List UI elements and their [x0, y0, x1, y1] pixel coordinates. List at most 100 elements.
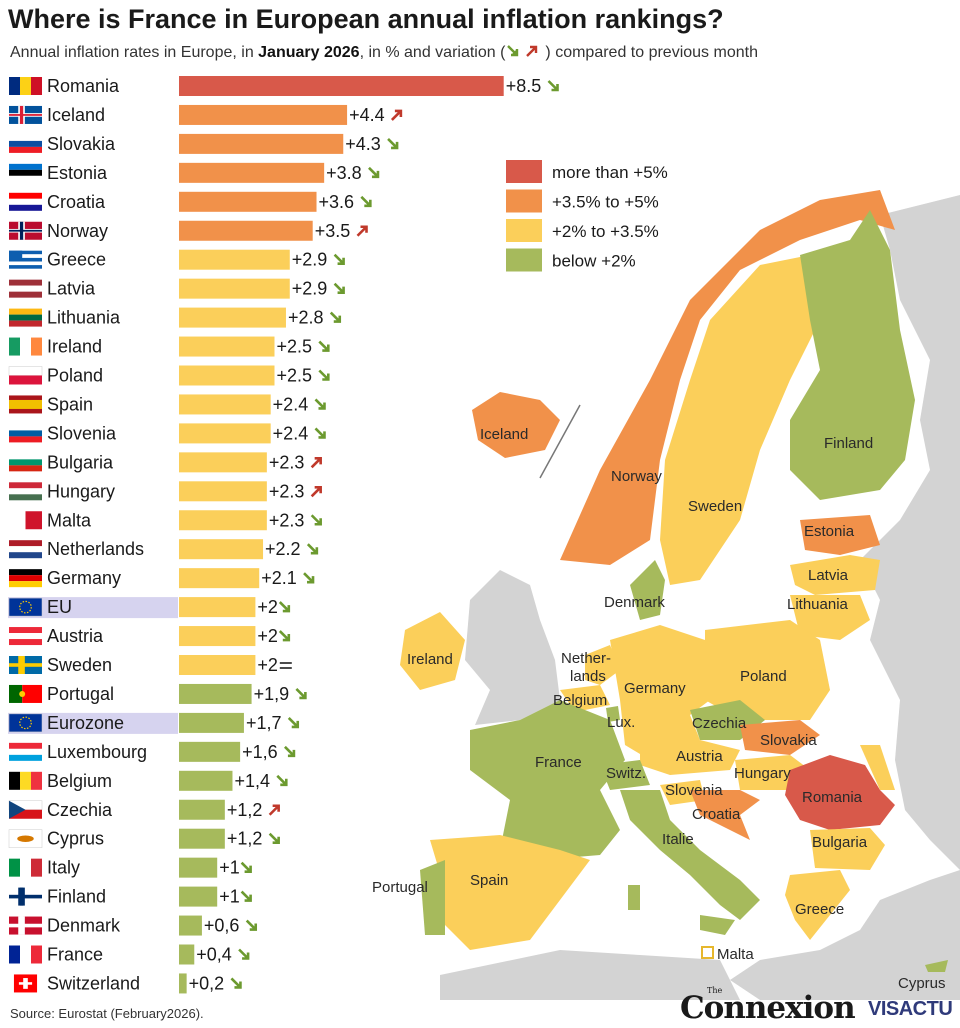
flag-iceland-icon	[9, 105, 42, 124]
bar	[179, 915, 202, 936]
bar-row-slovenia: Slovenia +2.4	[9, 423, 326, 444]
map-label-bulgaria: Bulgaria	[812, 834, 868, 851]
value-label: +2.9	[292, 279, 328, 299]
value-label: +2.5	[277, 366, 313, 386]
map-portugal	[420, 860, 445, 935]
bar	[179, 191, 317, 212]
map-label-lithuania: Lithuania	[787, 596, 849, 613]
bar	[179, 655, 256, 675]
legend-label: more than +5%	[552, 163, 668, 182]
bar	[179, 481, 267, 502]
map-label-estonia: Estonia	[804, 523, 855, 540]
arrow-up-icon	[310, 457, 322, 469]
bar	[179, 568, 260, 589]
map-croatia	[690, 790, 760, 840]
map-label-portugal: Portugal	[372, 879, 428, 896]
map-label-switz: Switz.	[606, 765, 646, 782]
arrow-up-icon	[310, 486, 322, 498]
arrow-down-icon	[314, 427, 326, 439]
category-label: Portugal	[47, 684, 114, 704]
arrow-down-icon	[278, 601, 291, 613]
arrow-down-icon	[318, 369, 330, 381]
legend-swatch	[506, 219, 542, 242]
map-label-austria: Austria	[676, 748, 723, 765]
value-label: +4.3	[345, 134, 381, 154]
bar-row-ireland: Ireland +2.5	[9, 336, 330, 357]
arrow-down-icon	[284, 745, 296, 758]
map-label-malta: Malta	[717, 946, 754, 963]
bar	[179, 857, 218, 878]
bar	[179, 76, 504, 96]
arrow-down-icon	[295, 688, 307, 700]
flag-netherlands-icon	[9, 540, 42, 559]
flag-sweden-icon	[9, 656, 42, 674]
logo-the: The	[707, 986, 723, 995]
flag-denmark-icon	[9, 916, 42, 935]
map-label-denmark: Denmark	[604, 594, 665, 611]
bar-row-luxembourg: Luxembourg +1,6	[9, 741, 296, 762]
flag-cyprus-icon	[8, 829, 43, 848]
arrow-down-icon	[310, 514, 322, 526]
arrow-down-icon	[268, 832, 280, 844]
map-malta	[701, 946, 714, 959]
bar	[179, 712, 244, 733]
flag-portugal-icon	[9, 684, 42, 703]
map-label-belgium: Belgium	[553, 692, 607, 709]
value-label: +0,6	[204, 916, 240, 936]
map-label-hungary: Hungary	[734, 765, 791, 782]
arrow-down-icon	[333, 282, 345, 294]
arrow-down-icon	[287, 716, 300, 729]
bar	[179, 220, 313, 241]
map-cyprus	[925, 960, 948, 972]
europe-map	[400, 190, 960, 1000]
map-label-sweden: Sweden	[688, 498, 742, 515]
value-label: +2	[257, 655, 278, 675]
category-label: Romania	[47, 76, 120, 96]
map-italy	[620, 790, 760, 920]
value-label: +1,2	[227, 829, 263, 849]
category-label: Norway	[47, 221, 108, 241]
bar-row-croatia: Croatia +3.6	[9, 191, 372, 212]
bar-row-poland: Poland +2.5	[8, 365, 330, 386]
bars-layer: Romania +8.5 Iceland +4.4 Slovakia +4.3 Estoni…	[8, 76, 559, 994]
value-label: +2.3	[269, 510, 305, 530]
category-label: Italy	[47, 858, 80, 878]
flag-malta-icon	[9, 511, 42, 530]
bar	[179, 973, 187, 994]
value-label: +2.5	[277, 337, 313, 357]
category-label: Poland	[47, 366, 103, 386]
arrow-up-icon	[268, 804, 280, 816]
map-label-latvia: Latvia	[808, 567, 849, 584]
bar-row-spain: Spain +2.4	[9, 394, 326, 415]
flag-estonia-icon	[9, 163, 42, 182]
map-sicily	[700, 915, 735, 935]
map-label-cyprus: Cyprus	[898, 975, 946, 992]
flag-slovenia-icon	[9, 424, 42, 443]
value-label: +2.9	[292, 250, 328, 270]
value-label: +1,2	[227, 800, 263, 820]
category-label: Luxembourg	[47, 742, 147, 762]
map-label-finland: Finland	[824, 435, 873, 452]
map-label-germany: Germany	[624, 680, 686, 697]
map-label-iceland: Iceland	[480, 426, 528, 443]
category-label: Czechia	[47, 800, 113, 820]
bar	[179, 365, 275, 386]
arrow-down-icon	[245, 919, 258, 931]
value-label: +2	[257, 626, 278, 646]
map-lithuania	[790, 595, 870, 640]
bar-row-sweden: Sweden +2	[9, 655, 292, 675]
map-sardinia	[628, 885, 640, 910]
value-label: +2.2	[265, 539, 301, 559]
bar-row-austria: Austria +2	[9, 626, 291, 647]
category-label: Belgium	[47, 771, 112, 791]
arrow-up-icon	[356, 225, 368, 237]
legend-item: +2% to +3.5%	[506, 219, 659, 242]
bar-row-cyprus: Cyprus +1,2	[8, 828, 280, 849]
arrow-down-icon	[547, 80, 559, 92]
arrow-down-icon	[240, 890, 252, 902]
bar-row-iceland: Iceland +4.4	[9, 104, 403, 125]
map-germany	[610, 625, 710, 760]
map-label-ireland: Ireland	[407, 651, 453, 668]
bar-row-czechia: Czechia +1,2	[8, 799, 280, 820]
visactu-logo: VISACTU	[868, 998, 953, 1020]
